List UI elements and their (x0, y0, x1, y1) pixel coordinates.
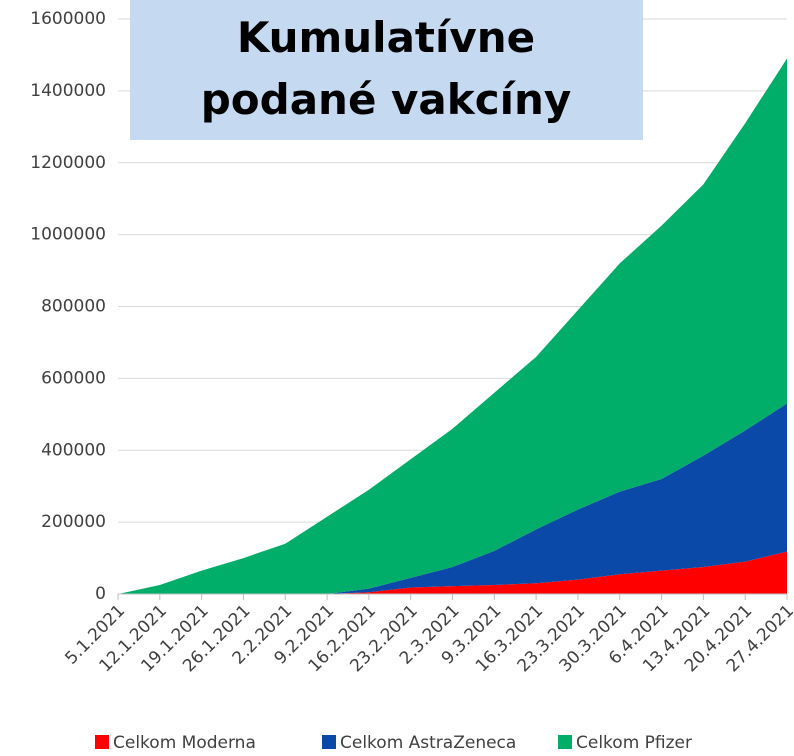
y-tick-label: 1400000 (30, 81, 106, 101)
chart-title: Kumulatívne podané vakcíny (201, 13, 572, 124)
legend-label: Celkom Pfizer (576, 733, 692, 752)
area (118, 58, 787, 594)
y-tick-label: 1600000 (30, 9, 106, 29)
legend-label: Celkom Moderna (113, 733, 256, 752)
legend: Celkom Moderna Celkom AstraZeneca Celkom P… (95, 733, 692, 753)
y-tick-label: 1200000 (30, 153, 106, 173)
y-tick-label: 800000 (41, 297, 106, 317)
y-tick-label: 200000 (41, 512, 106, 532)
y-tick-label: 0 (95, 584, 106, 604)
area (118, 551, 787, 594)
legend-swatch (558, 735, 572, 749)
y-tick-label: 400000 (41, 440, 106, 460)
legend-label: Celkom AstraZeneca (340, 733, 516, 752)
y-tick-label: 600000 (41, 368, 106, 388)
title-box (130, 0, 643, 140)
legend-swatch (95, 735, 109, 749)
y-tick-label: 1000000 (30, 225, 106, 245)
legend-swatch (322, 735, 336, 749)
area (118, 403, 787, 594)
areas (118, 58, 787, 594)
